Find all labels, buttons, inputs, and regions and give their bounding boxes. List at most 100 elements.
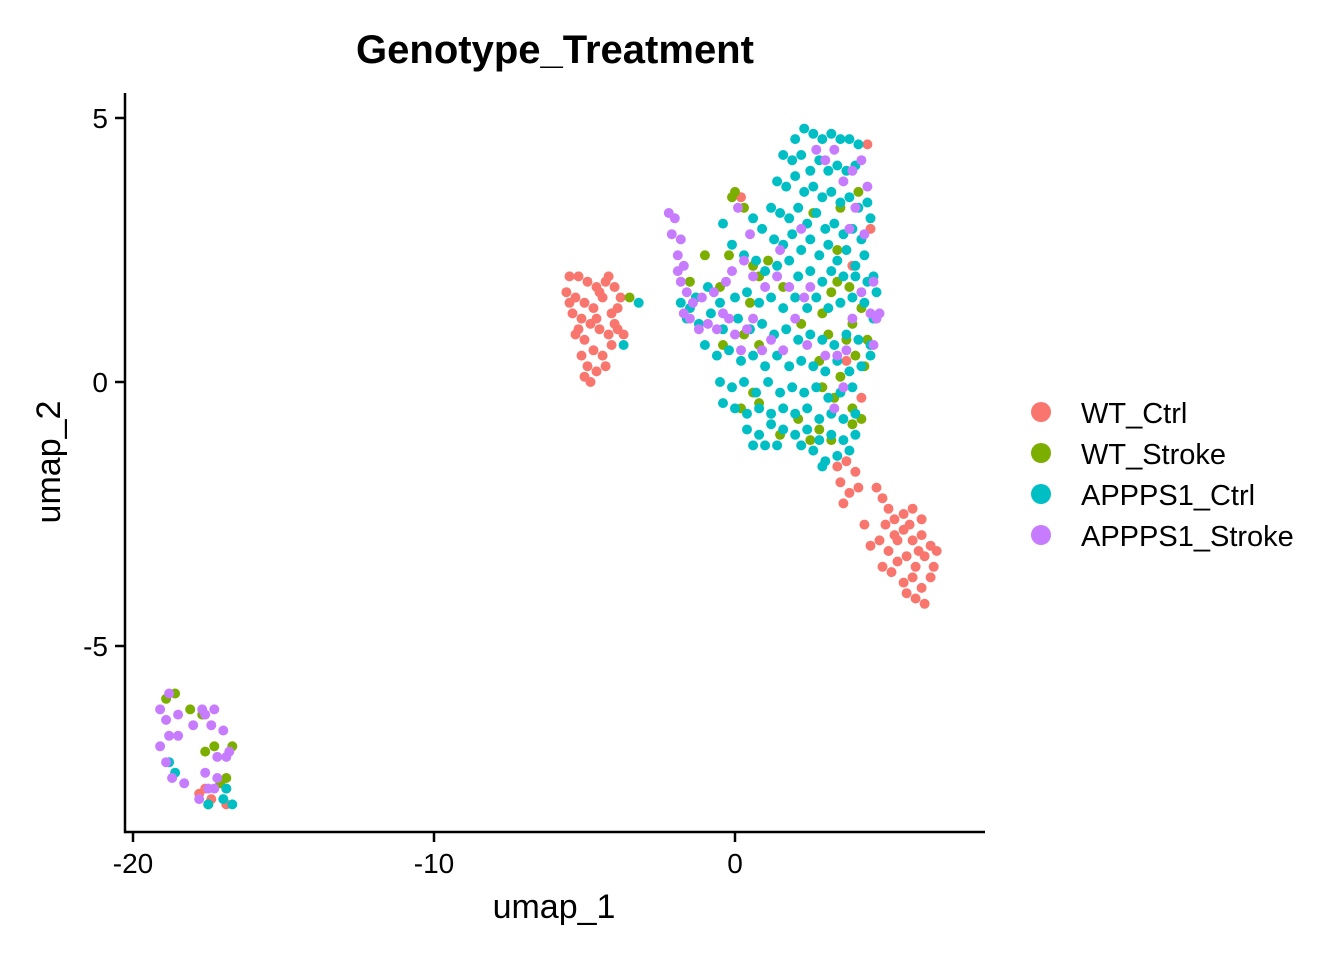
point-appps1-stroke-25 bbox=[790, 313, 801, 324]
point-appps1-stroke-35 bbox=[820, 350, 831, 361]
point-appps1-stroke-4 bbox=[672, 250, 683, 261]
chart-title: Genotype_Treatment bbox=[356, 28, 754, 72]
point-appps1-stroke-47 bbox=[844, 223, 855, 234]
legend-key-wt-stroke bbox=[1031, 443, 1051, 463]
point-appps1-ctrl-4 bbox=[790, 134, 801, 145]
point-appps1-ctrl-78 bbox=[778, 303, 789, 314]
point-wt-ctrl-54 bbox=[916, 514, 927, 525]
point-wt-ctrl-7 bbox=[561, 287, 572, 298]
point-appps1-ctrl-38 bbox=[820, 223, 831, 234]
legend-label-appps1-stroke: APPPS1_Stroke bbox=[1081, 521, 1294, 553]
legend-label-wt-ctrl: WT_Ctrl bbox=[1081, 398, 1187, 430]
point-wt-ctrl-66 bbox=[928, 561, 939, 572]
point-appps1-stroke-6 bbox=[672, 266, 683, 277]
point-appps1-ctrl-65 bbox=[805, 266, 816, 277]
point-wt-stroke-45 bbox=[853, 186, 864, 197]
point-wt-stroke-7 bbox=[684, 276, 695, 287]
point-appps1-ctrl-74 bbox=[730, 292, 740, 303]
point-appps1-stroke-50 bbox=[811, 144, 822, 155]
point-appps1-ctrl-109 bbox=[784, 361, 795, 372]
point-wt-ctrl-81 bbox=[913, 546, 924, 556]
point-appps1-stroke-85 bbox=[167, 773, 178, 783]
point-appps1-ctrl-1 bbox=[618, 340, 629, 350]
point-wt-ctrl-27 bbox=[591, 366, 602, 377]
point-appps1-stroke-74 bbox=[200, 767, 211, 778]
point-wt-ctrl-44 bbox=[835, 477, 846, 488]
point-appps1-ctrl-29 bbox=[844, 192, 855, 203]
point-wt-ctrl-52 bbox=[898, 509, 909, 519]
point-appps1-ctrl-53 bbox=[832, 255, 843, 266]
point-wt-ctrl-70 bbox=[898, 577, 909, 588]
point-appps1-ctrl-140 bbox=[742, 424, 752, 435]
point-appps1-ctrl-84 bbox=[847, 292, 858, 303]
point-appps1-stroke-26 bbox=[799, 292, 810, 303]
point-appps1-ctrl-77 bbox=[766, 292, 777, 303]
point-appps1-ctrl-54 bbox=[841, 245, 852, 255]
point-appps1-ctrl-3 bbox=[675, 297, 686, 308]
point-appps1-ctrl-117 bbox=[727, 382, 737, 393]
point-appps1-stroke-7 bbox=[675, 276, 686, 287]
point-appps1-ctrl-66 bbox=[817, 276, 828, 287]
y-tick-label: 0 bbox=[92, 367, 108, 398]
point-appps1-ctrl-62 bbox=[772, 260, 783, 271]
point-appps1-ctrl-131 bbox=[754, 403, 765, 414]
point-appps1-ctrl-154 bbox=[832, 450, 843, 461]
point-appps1-ctrl-134 bbox=[790, 408, 801, 419]
point-appps1-stroke-65 bbox=[161, 714, 172, 725]
point-appps1-ctrl-14 bbox=[796, 150, 807, 160]
point-wt-ctrl-71 bbox=[907, 572, 918, 583]
point-appps1-ctrl-138 bbox=[838, 414, 849, 424]
point-wt-stroke-33 bbox=[814, 424, 825, 435]
point-appps1-ctrl-46 bbox=[769, 234, 780, 245]
point-wt-ctrl-15 bbox=[576, 313, 587, 324]
point-appps1-stroke-69 bbox=[209, 704, 220, 715]
legend-label-appps1-ctrl: APPPS1_Ctrl bbox=[1081, 480, 1255, 512]
point-appps1-ctrl-125 bbox=[823, 392, 834, 403]
y-tick-label: -5 bbox=[83, 631, 108, 662]
point-wt-ctrl-23 bbox=[597, 350, 608, 361]
point-appps1-ctrl-31 bbox=[862, 197, 873, 208]
point-wt-ctrl-2 bbox=[582, 276, 593, 287]
point-appps1-ctrl-121 bbox=[775, 387, 786, 398]
point-appps1-ctrl-15 bbox=[805, 165, 816, 176]
point-appps1-stroke-48 bbox=[859, 229, 870, 240]
point-appps1-stroke-21 bbox=[748, 271, 759, 282]
point-wt-ctrl-64 bbox=[910, 561, 921, 572]
point-appps1-stroke-54 bbox=[775, 245, 786, 255]
point-appps1-stroke-60 bbox=[730, 329, 740, 340]
point-appps1-stroke-1 bbox=[669, 213, 680, 224]
point-appps1-ctrl-56 bbox=[859, 250, 870, 261]
point-wt-stroke-53 bbox=[200, 746, 211, 757]
point-appps1-ctrl-0 bbox=[633, 297, 644, 308]
point-appps1-ctrl-28 bbox=[835, 197, 846, 208]
point-appps1-ctrl-43 bbox=[865, 213, 876, 224]
point-appps1-ctrl-132 bbox=[766, 408, 777, 419]
point-wt-ctrl-58 bbox=[907, 535, 918, 546]
point-wt-stroke-26 bbox=[835, 371, 846, 382]
point-appps1-stroke-57 bbox=[718, 308, 728, 319]
point-appps1-stroke-53 bbox=[745, 229, 755, 240]
point-appps1-ctrl-99 bbox=[841, 329, 852, 340]
point-appps1-ctrl-98 bbox=[829, 340, 840, 350]
point-wt-ctrl-13 bbox=[612, 303, 623, 314]
point-wt-stroke-46 bbox=[832, 245, 843, 255]
point-wt-ctrl-40 bbox=[856, 392, 867, 403]
point-appps1-ctrl-106 bbox=[748, 350, 759, 361]
point-appps1-ctrl-10 bbox=[844, 134, 855, 145]
point-appps1-ctrl-124 bbox=[811, 382, 822, 393]
point-appps1-stroke-41 bbox=[868, 340, 879, 350]
point-wt-ctrl-14 bbox=[567, 308, 578, 319]
point-appps1-ctrl-127 bbox=[847, 382, 858, 393]
point-wt-ctrl-42 bbox=[841, 456, 852, 467]
point-appps1-stroke-51 bbox=[829, 144, 840, 155]
point-appps1-ctrl-51 bbox=[814, 250, 825, 261]
point-appps1-ctrl-88 bbox=[705, 308, 716, 319]
x-tick-label: 0 bbox=[727, 848, 743, 879]
point-appps1-ctrl-26 bbox=[817, 192, 828, 203]
point-appps1-stroke-28 bbox=[748, 313, 759, 324]
point-wt-ctrl-30 bbox=[585, 377, 596, 387]
point-appps1-stroke-34 bbox=[829, 403, 840, 414]
point-wt-ctrl-51 bbox=[889, 514, 900, 525]
point-appps1-stroke-18 bbox=[721, 276, 731, 287]
point-appps1-ctrl-35 bbox=[793, 202, 804, 213]
